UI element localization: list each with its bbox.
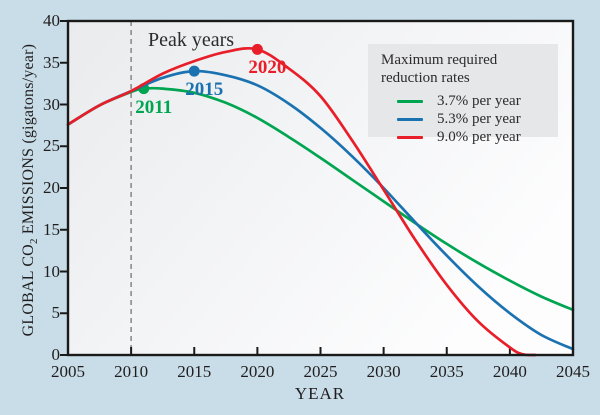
peak-year-label: 2015 <box>185 79 224 101</box>
peak-years-annotation: Peak years <box>148 29 235 51</box>
peak-dot-2015 <box>188 65 200 77</box>
y-axis-title-subscript: 2 <box>28 238 41 245</box>
legend-row: 5.3% per year <box>381 110 548 128</box>
y-tick-label: 30 <box>43 94 60 114</box>
x-tick-label: 2040 <box>492 362 527 381</box>
x-tick-label: 2025 <box>303 362 338 381</box>
legend-row: 9.0% per year <box>381 128 548 146</box>
peak-year-label: 2020 <box>248 57 287 79</box>
y-tick-label: 20 <box>43 178 60 197</box>
legend-title: Maximum required reduction rates <box>381 52 498 86</box>
x-tick-label: 2035 <box>429 362 464 381</box>
y-axis-title: GLOBAL CO2 EMISSIONS (gigatons/year) <box>20 35 40 345</box>
series-curve-2015 <box>66 69 575 351</box>
y-tick-label: 10 <box>43 261 60 281</box>
blue-line-swatch-icon <box>397 117 423 121</box>
plot-border <box>66 19 575 357</box>
peak-dot-2020 <box>251 43 263 55</box>
y-tick-label: 15 <box>43 219 60 239</box>
y-axis-title-text: GLOBAL CO <box>19 244 37 337</box>
x-axis-title: YEAR <box>294 384 346 403</box>
y-tick-label: 0 <box>51 345 61 364</box>
x-tick-label: 2030 <box>366 362 401 381</box>
y-tick-label: 40 <box>43 11 60 30</box>
x-tick-label: 2020 <box>240 362 275 381</box>
legend-box: Maximum required reduction rates 3.7% pe… <box>368 44 558 145</box>
legend-row: 3.7% per year <box>381 92 548 110</box>
y-tick-label: 5 <box>51 303 61 323</box>
x-tick-label: 2015 <box>177 362 212 381</box>
series-curve-2020 <box>66 46 537 357</box>
x-tick-label: 2005 <box>51 362 85 381</box>
y-tick-label: 35 <box>43 52 60 72</box>
legend-label: 3.7% per year <box>437 92 521 109</box>
x-tick-label: 2010 <box>114 362 149 381</box>
legend-rows: 3.7% per year 5.3% per year 9.0% per yea… <box>381 92 548 146</box>
y-tick-label: 25 <box>43 136 60 156</box>
y-axis-title-text: EMISSIONS (gigatons/year) <box>19 43 37 239</box>
legend-label: 5.3% per year <box>437 110 521 127</box>
green-line-swatch-icon <box>397 99 423 103</box>
red-line-swatch-icon <box>397 135 423 139</box>
peak-year-label: 2011 <box>135 96 173 118</box>
legend-label: 9.0% per year <box>437 128 521 145</box>
x-tick-label: 2045 <box>556 362 590 381</box>
